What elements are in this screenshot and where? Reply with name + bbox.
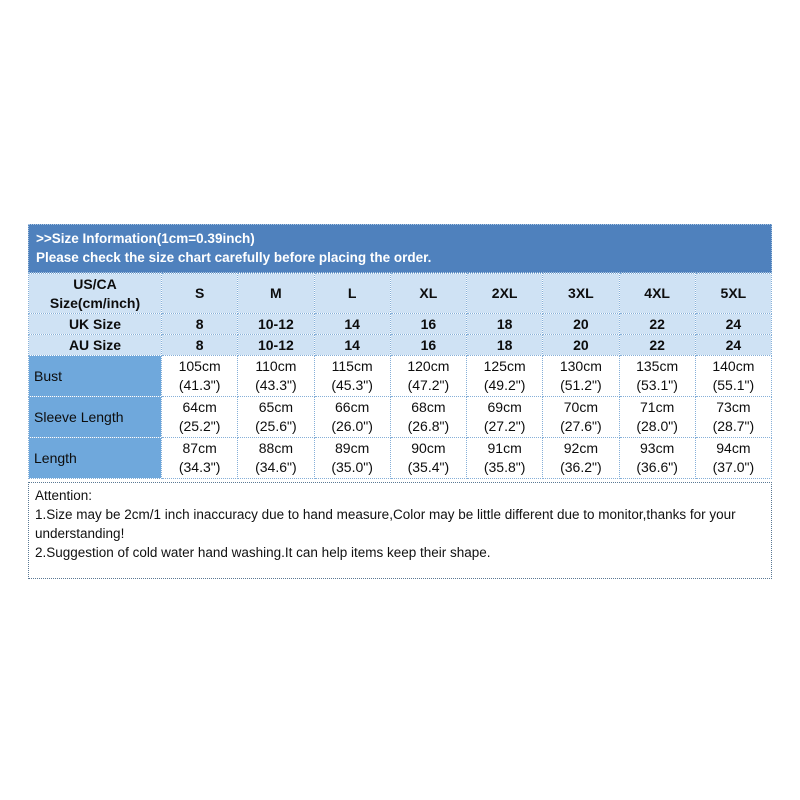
size-column-header: 4XL xyxy=(618,273,696,314)
measurement-value: 110cm (43.3") xyxy=(237,355,315,397)
au-size-value: 10-12 xyxy=(237,334,315,356)
size-column-header: XL xyxy=(389,273,468,314)
au-size-row: AU Size 8 10-12 14 16 18 20 22 24 xyxy=(28,334,773,356)
au-size-value: 8 xyxy=(160,334,239,356)
measurement-value: 65cm (25.6") xyxy=(237,396,315,438)
size-column-header: 3XL xyxy=(542,273,620,314)
measurement-value: 69cm (27.2") xyxy=(465,396,544,438)
uk-size-value: 22 xyxy=(618,313,696,335)
measurement-value: 73cm (28.7") xyxy=(694,396,773,438)
au-size-label: AU Size xyxy=(28,334,162,356)
measurement-value: 120cm (47.2") xyxy=(389,355,468,397)
measurement-value: 90cm (35.4") xyxy=(389,437,468,479)
measurement-row: Length 87cm (34.3") 88cm (34.6") 89cm (35.0") 9… xyxy=(28,437,773,479)
size-column-header: 2XL xyxy=(465,273,544,314)
size-column-header: 5XL xyxy=(694,273,773,314)
corner-header-cell: US/CA Size(cm/inch) xyxy=(28,273,162,314)
au-size-value: 24 xyxy=(694,334,773,356)
size-table: US/CA Size(cm/inch) S M L XL 2XL 3XL 4XL 5XL UK Si… xyxy=(28,273,773,479)
au-size-value: 20 xyxy=(542,334,620,356)
uk-size-row: UK Size 8 10-12 14 16 18 20 22 24 xyxy=(28,313,773,335)
measurement-label: Sleeve Length xyxy=(28,396,162,438)
measurement-value: 66cm (26.0") xyxy=(313,396,391,438)
measurement-value: 87cm (34.3") xyxy=(160,437,239,479)
attention-line: 2.Suggestion of cold water hand washing.… xyxy=(35,545,491,560)
measurement-value: 64cm (25.2") xyxy=(160,396,239,438)
measurement-value: 68cm (26.8") xyxy=(389,396,468,438)
measurement-value: 135cm (53.1") xyxy=(618,355,696,397)
au-size-value: 14 xyxy=(313,334,391,356)
measurement-value: 105cm (41.3") xyxy=(160,355,239,397)
measurement-value: 130cm (51.2") xyxy=(542,355,620,397)
measurement-value: 91cm (35.8") xyxy=(465,437,544,479)
uk-size-value: 14 xyxy=(313,313,391,335)
measurement-value: 92cm (36.2") xyxy=(542,437,620,479)
info-banner: >>Size Information(1cm=0.39inch) Please … xyxy=(28,224,772,273)
au-size-value: 18 xyxy=(465,334,544,356)
measurement-value: 115cm (45.3") xyxy=(313,355,391,397)
measurement-label: Bust xyxy=(28,355,162,397)
uk-size-value: 16 xyxy=(389,313,468,335)
banner-subtitle: Please check the size chart carefully be… xyxy=(36,250,432,265)
measurement-value: 89cm (35.0") xyxy=(313,437,391,479)
measurement-row: Sleeve Length 64cm (25.2") 65cm (25.6") 66cm(… xyxy=(28,396,773,438)
measurement-value: 94cm (37.0") xyxy=(694,437,773,479)
measurement-value: 125cm (49.2") xyxy=(465,355,544,397)
uk-size-value: 18 xyxy=(465,313,544,335)
banner-title: >>Size Information(1cm=0.39inch) xyxy=(36,231,255,246)
measurement-label: Length xyxy=(28,437,162,479)
size-chart-panel: >>Size Information(1cm=0.39inch) Please … xyxy=(28,224,773,579)
size-column-header: L xyxy=(313,273,391,314)
measurement-value: 93cm (36.6") xyxy=(618,437,696,479)
measurement-row: Bust 105cm (41.3") 110cm (43.3") 115cm (45.3")… xyxy=(28,355,773,397)
au-size-value: 22 xyxy=(618,334,696,356)
measurement-value: 88cm (34.6") xyxy=(237,437,315,479)
size-column-header: S xyxy=(160,273,239,314)
attention-line: 1.Size may be 2cm/1 inch inaccuracy due … xyxy=(35,507,736,541)
uk-size-value: 24 xyxy=(694,313,773,335)
measurement-value: 71cm (28.0") xyxy=(618,396,696,438)
uk-size-value: 8 xyxy=(160,313,239,335)
size-column-header: M xyxy=(237,273,315,314)
attention-title: Attention: xyxy=(35,488,93,503)
measurement-value: 70cm (27.6") xyxy=(542,396,620,438)
uk-size-label: UK Size xyxy=(28,313,162,335)
uk-size-value: 10-12 xyxy=(237,313,315,335)
uk-size-value: 20 xyxy=(542,313,620,335)
au-size-value: 16 xyxy=(389,334,468,356)
attention-box: Attention: 1.Size may be 2cm/1 inch inac… xyxy=(28,482,772,579)
size-header-row: US/CA Size(cm/inch) S M L XL 2XL 3XL 4XL 5XL xyxy=(28,273,773,314)
measurement-value: 140cm (55.1") xyxy=(694,355,773,397)
